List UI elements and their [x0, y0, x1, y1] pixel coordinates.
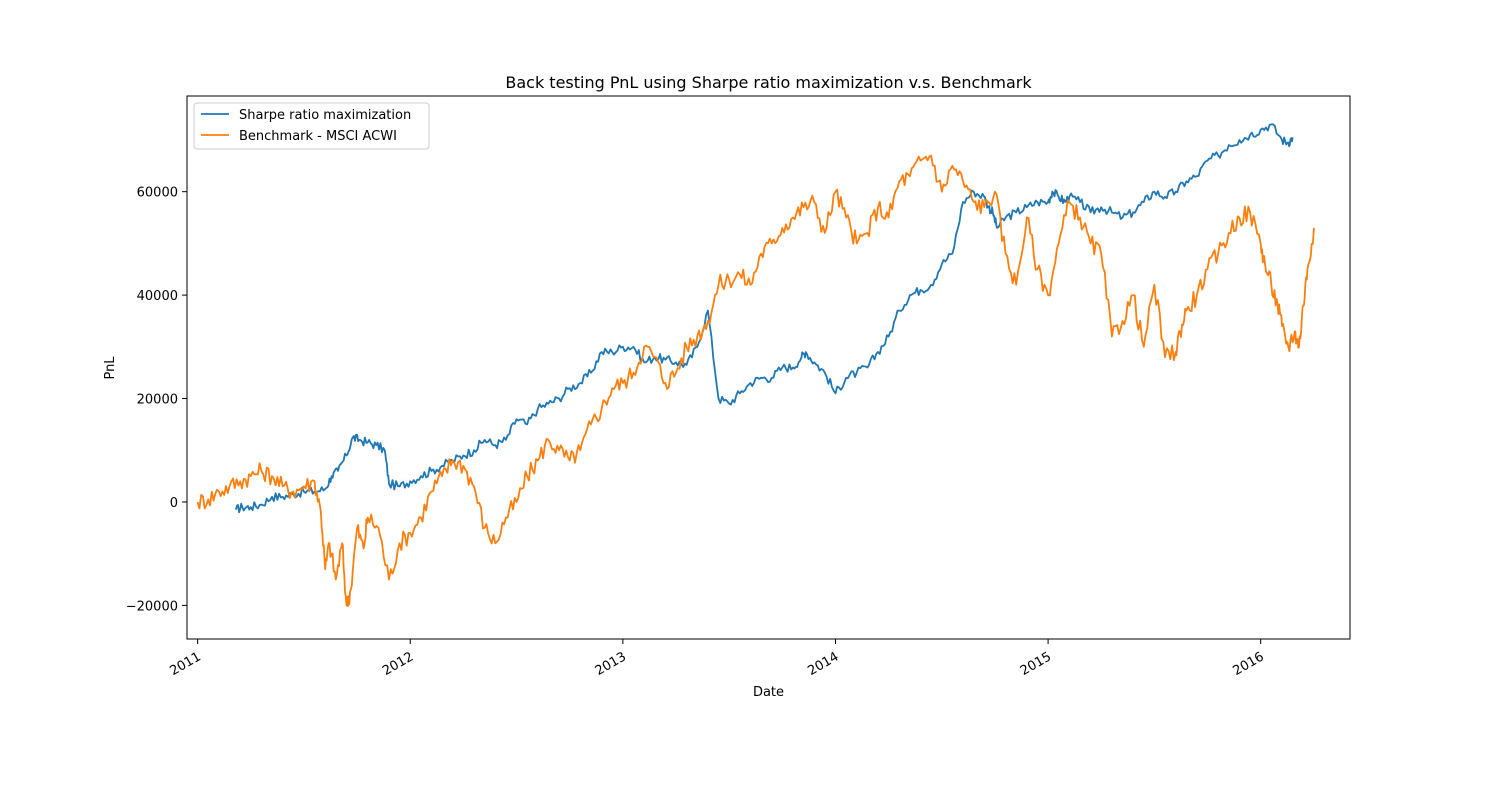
- y-axis: −20000 0 20000 40000 60000: [126, 186, 187, 614]
- y-tick-label: 60000: [137, 186, 178, 201]
- plot-frame: [186, 95, 1351, 640]
- x-axis-label: Date: [753, 685, 784, 700]
- legend-box: [193, 102, 430, 150]
- chart-title: Back testing PnL using Sharpe ratio maxi…: [505, 73, 1032, 92]
- series-layer: [196, 123, 1315, 608]
- y-axis-label: PnL: [103, 356, 118, 380]
- y-tick-label: −20000: [126, 599, 178, 614]
- y-tick-label: 40000: [137, 289, 178, 304]
- y-tick-label: 0: [170, 496, 178, 511]
- benchmark-line: [196, 154, 1315, 608]
- sharpe-ratio-line: [235, 123, 1294, 514]
- legend-label-benchmark: Benchmark - MSCI ACWI: [239, 129, 397, 144]
- legend-label-sharpe: Sharpe ratio maximization: [239, 108, 411, 123]
- y-tick-label: 20000: [137, 393, 178, 408]
- legend: Sharpe ratio maximization Benchmark - MS…: [193, 102, 430, 150]
